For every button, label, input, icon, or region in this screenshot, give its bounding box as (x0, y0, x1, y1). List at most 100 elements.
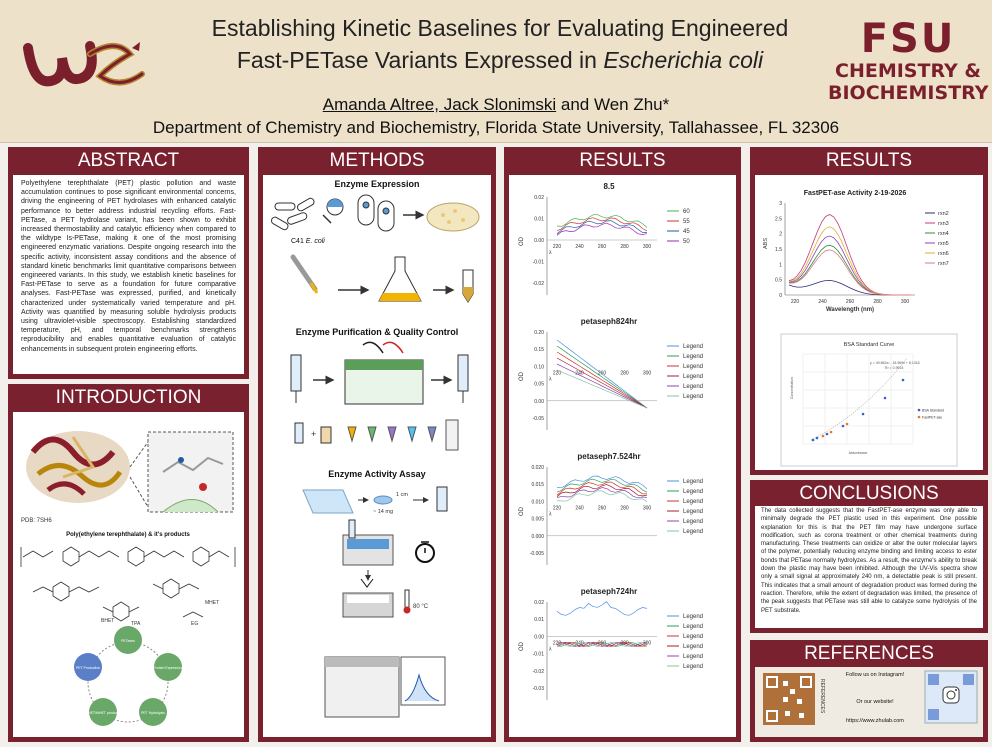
legend-label: Legend (683, 374, 703, 380)
y-tick-label: 0 (779, 293, 782, 299)
petri-dish-icon (426, 202, 480, 232)
results-heading-right: RESULTS (825, 150, 913, 171)
reaction-tube-icon (436, 486, 448, 512)
legend-label: Legend (683, 344, 703, 350)
spectrum-series-line (556, 351, 648, 409)
spectrum-series-line (556, 339, 648, 409)
activity-chart: FastPET-ase Activity 2-19-2026 3 2.5 2 1.5 1 0… (763, 190, 949, 313)
spectrum-chart-4: petaseph724hr 0.02 0.01 0.00 -0.01 -0.02 -0.03… (519, 587, 703, 700)
y-tick-label: 0.010 (531, 499, 544, 505)
y-tick-label: 0.000 (531, 534, 544, 540)
instagram-qr-icon[interactable] (924, 670, 978, 724)
x-tick-label: 220 (553, 244, 562, 250)
spectrum-chart-3: petaseph7.524hr 0.020 0.015 0.010 0.005 0.000… (519, 452, 703, 565)
legend-label: Legend (683, 364, 703, 370)
y-tick-label: 0.05 (534, 382, 544, 388)
x-tick-label: 300 (643, 640, 652, 646)
spectrum-series-line (556, 217, 648, 232)
x-axis-label: λ (549, 376, 552, 382)
x-tick-label: 260 (846, 299, 855, 305)
legend-label: 60 (683, 209, 690, 215)
bsa-y-label: Concentration (790, 377, 794, 399)
fastpetase-data-point (829, 430, 833, 434)
conclusions-text: The data collected suggests that the Fas… (761, 508, 977, 614)
heating-block-icon (342, 519, 394, 566)
x-tick-label: 240 (575, 505, 584, 511)
y-tick-label: 0.015 (531, 482, 544, 488)
spectrum-series-line (556, 214, 648, 228)
bsa-standard-curve-chart: BSA Standard Curve y = 49.652x² - 16.969x… (780, 333, 958, 467)
legend-label: FastPET-ase (922, 416, 942, 420)
chem-label-bhet: BHET (101, 618, 114, 624)
protein-structure-icon (26, 431, 130, 503)
x-tick-label: 280 (620, 370, 629, 376)
spectrum-chart-title: petaseph724hr (581, 587, 637, 596)
y-tick-label: 0.020 (531, 465, 544, 471)
legend-label: 55 (683, 219, 690, 225)
cycle-node-1: PETases (121, 639, 135, 643)
bsa-data-point (901, 378, 905, 382)
spectrophotometer-icon (324, 656, 446, 718)
y-axis-label: OD (519, 506, 525, 516)
methods-expression-title: Enzyme Expression (334, 179, 419, 189)
abstract-panel: ABSTRACT Polyethylene terephthalate (PET… (8, 147, 249, 379)
sds-page-samples-icon: + (294, 419, 459, 451)
x-tick-label: 280 (620, 244, 629, 250)
y-tick-label: 0.00 (534, 238, 544, 244)
legend-label: Legend (683, 644, 703, 650)
bsa-data-point (841, 424, 845, 428)
website-url[interactable]: https://www.zhulab.com (846, 718, 904, 724)
x-axis-label: λ (549, 250, 552, 256)
spectrum-series-line (556, 345, 648, 409)
y-tick-label: -0.01 (533, 260, 545, 266)
y-tick-label: 0.02 (534, 195, 544, 201)
y-tick-label: 0.20 (534, 330, 544, 336)
references-panel: REFERENCES REFERENCES Follow us on Insta… (750, 640, 988, 742)
active-site-zoom (147, 431, 234, 513)
results-panel-left: RESULTS 8.5 0.02 0.01 0.00 -0.01 -0.02 220 240 2… (504, 147, 741, 742)
cycle-node-4: BHET/MHET products (86, 711, 121, 715)
legend-label: 45 (683, 229, 690, 235)
spectrum-chart-title: petaseph7.524hr (577, 452, 640, 461)
spectrum-chart-1: 8.5 0.02 0.01 0.00 -0.01 -0.02 220 240 260 280 300… (519, 182, 690, 295)
pet-chain-structure (20, 546, 236, 567)
y-axis-label: OD (519, 371, 525, 381)
x-tick-label: 280 (620, 505, 629, 511)
products-title: Poly(ethylene terephthalate) & it's prod… (66, 532, 190, 538)
bsa-data-point (883, 396, 887, 400)
spectrum-chart-2: petaseph824hr 0.20 0.15 0.10 0.05 0.00 -0.05 22… (519, 317, 703, 430)
bsa-data-point (815, 436, 819, 440)
x-tick-label: 260 (598, 505, 607, 511)
bsa-x-label: Absorbance (849, 451, 868, 455)
legend-label: rxn4 (938, 231, 949, 237)
legend-label: Legend (683, 509, 703, 515)
methods-assay-title: Enzyme Activity Assay (328, 469, 425, 479)
legend-label: Legend (683, 664, 703, 670)
y-tick-label: 0.5 (775, 278, 782, 284)
y-axis-label: OD (519, 641, 525, 651)
spectrum-series-line (556, 601, 648, 616)
x-tick-label: 220 (553, 370, 562, 376)
spectrum-chart-title: 8.5 (603, 182, 615, 191)
transformed-cells-icon (357, 194, 395, 232)
methods-panel: METHODS Enzyme Expression (258, 147, 496, 742)
introduction-panel: INTRODUCTION PDB: 7SH6 Poly(ethylene ter… (8, 384, 249, 742)
legend-label: Legend (683, 529, 703, 535)
bsa-data-point (861, 412, 865, 416)
references-qr-icon[interactable] (763, 673, 815, 725)
x-tick-label: 260 (598, 244, 607, 250)
spectrum-series-line (556, 642, 648, 647)
fastpetase-data-point (821, 434, 825, 438)
legend-label: rxn2 (938, 211, 949, 217)
spectrum-series-line (556, 475, 648, 490)
x-tick-label: 260 (598, 370, 607, 376)
pet-recycling-cycle-diagram: PETases Protein Expression PET Hydrolysi… (74, 626, 183, 726)
legend-label: Legend (683, 499, 703, 505)
thermomixer-icon (342, 578, 394, 618)
y-tick-label: 0.10 (534, 364, 544, 370)
poster-header: Establishing Kinetic Baselines for Evalu… (0, 0, 992, 143)
cycle-node-5: PET Production (76, 666, 101, 670)
x-tick-label: 280 (873, 299, 882, 305)
film-disc-icon (373, 495, 393, 505)
y-tick-label: -0.02 (533, 281, 545, 287)
